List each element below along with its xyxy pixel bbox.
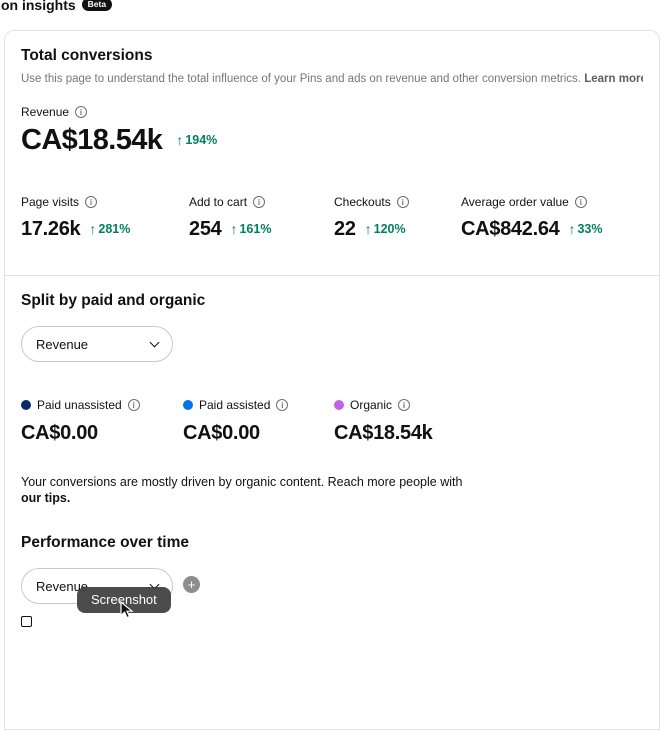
metric-change: ↑ 161% [230, 222, 271, 236]
metric-change: ↑ 120% [365, 222, 406, 236]
metric-value: CA$842.64 [461, 218, 560, 240]
legend-organic: Organic i CA$18.54k [334, 398, 433, 445]
legend-value: CA$18.54k [334, 422, 433, 444]
metric-page-visits: Page visits i 17.26k ↑ 281% [21, 195, 189, 241]
paid-unassisted-dot [21, 400, 31, 410]
revenue-label: Revenue [21, 105, 70, 119]
description-text: Use this page to understand the total in… [21, 73, 582, 85]
metric-average-order-value: Average order value i CA$842.64 ↑ 33% [461, 195, 603, 241]
metric-change-value: 33% [577, 222, 603, 236]
metric-checkouts: Checkouts i 22 ↑ 120% [334, 195, 461, 241]
legend-paid-assisted: Paid assisted i CA$0.00 [183, 398, 334, 445]
metric-value: 22 [334, 218, 356, 240]
total-conversions-heading: Total conversions [21, 47, 153, 64]
info-icon[interactable]: i [396, 196, 409, 208]
revenue-metric: Revenue i CA$18.54k ↑ 194% [21, 105, 643, 157]
beta-badge: Beta [81, 0, 113, 11]
metric-change-value: 161% [239, 222, 272, 236]
metric-label: Page visits [21, 195, 80, 209]
dropdown-value: Revenue [36, 336, 89, 352]
arrow-up-icon: ↑ [364, 221, 372, 237]
metric-label: Add to cart [189, 195, 248, 209]
chevron-down-icon [149, 337, 160, 347]
metrics-row: Page visits i 17.26k ↑ 281% Add to cart [21, 195, 643, 241]
metric-label: Checkouts [334, 195, 391, 209]
arrow-up-icon: ↑ [568, 221, 576, 237]
arrow-up-icon: ↑ [230, 221, 238, 237]
info-icon[interactable]: i [75, 106, 88, 118]
info-icon[interactable]: i [574, 196, 587, 208]
revenue-change-value: 194% [185, 133, 218, 147]
our-tips-link[interactable]: our tips. [21, 490, 71, 505]
metric-change-value: 120% [373, 222, 406, 236]
info-icon[interactable]: i [276, 399, 289, 411]
insights-card: Total conversions Use this page to under… [4, 30, 660, 730]
page-header: on insights Beta [0, 0, 113, 13]
legend-paid-unassisted: Paid unassisted i CA$0.00 [21, 398, 183, 445]
split-legend: Paid unassisted i CA$0.00 Paid assisted … [21, 398, 643, 445]
metric-value: 17.26k [21, 218, 81, 240]
legend-label: Paid assisted [199, 398, 271, 412]
split-section: Split by paid and organic Revenue Paid u… [5, 276, 659, 524]
info-icon[interactable]: i [127, 399, 140, 411]
screenshot-tooltip-label: Screenshot [91, 592, 157, 607]
metric-change: ↑ 281% [89, 222, 130, 236]
page-title: on insights [1, 0, 76, 13]
info-icon[interactable]: i [85, 196, 98, 208]
legend-value: CA$0.00 [183, 422, 260, 444]
paid-assisted-dot [183, 400, 193, 410]
metric-change: ↑ 33% [568, 222, 602, 236]
learn-more-link[interactable]: Learn more [584, 73, 643, 85]
metric-label: Average order value [461, 195, 569, 209]
arrow-up-icon: ↑ [89, 221, 97, 237]
total-conversions-section: Total conversions Use this page to under… [5, 31, 659, 276]
arrow-up-icon: ↑ [176, 132, 184, 148]
dropdown-value: Revenue [36, 578, 89, 594]
add-metric-button[interactable]: + [183, 576, 200, 593]
mouse-cursor [120, 601, 134, 619]
section-description: Use this page to understand the total in… [21, 73, 643, 85]
note-text: Your conversions are mostly driven by or… [21, 475, 463, 489]
organic-dot [334, 400, 344, 410]
info-icon[interactable]: i [398, 399, 411, 411]
info-icon[interactable]: i [253, 196, 266, 208]
conversions-note: Your conversions are mostly driven by or… [21, 475, 463, 506]
legend-value: CA$0.00 [21, 422, 98, 444]
split-heading: Split by paid and organic [21, 292, 206, 309]
legend-label: Organic [350, 398, 393, 412]
revenue-value: CA$18.54k [21, 124, 163, 156]
metric-add-to-cart: Add to cart i 254 ↑ 161% [189, 195, 334, 241]
metric-value: 254 [189, 218, 222, 240]
performance-heading: Performance over time [21, 534, 189, 551]
legend-label: Paid unassisted [37, 398, 122, 412]
metric-change-value: 281% [98, 222, 131, 236]
revenue-change: ↑ 194% [176, 133, 217, 147]
split-metric-dropdown[interactable]: Revenue [21, 326, 173, 362]
